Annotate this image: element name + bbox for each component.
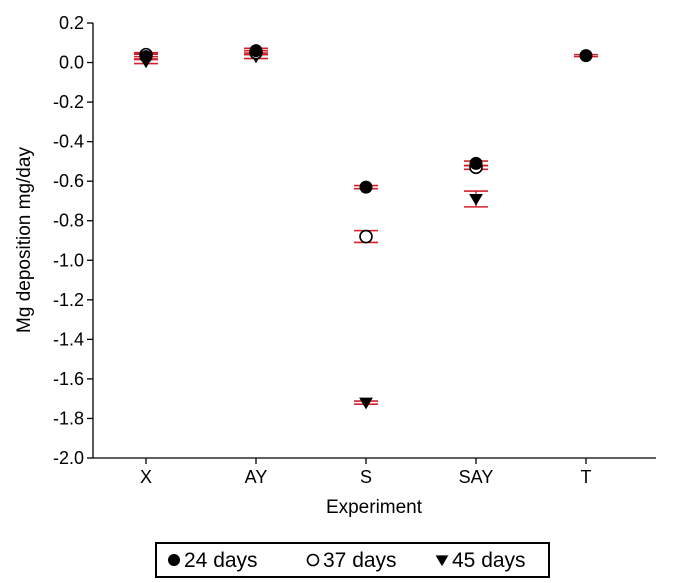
y-tick-label: -1.2: [53, 290, 84, 310]
x-tick-label: X: [140, 467, 152, 487]
y-tick-label: -0.6: [53, 171, 84, 191]
y-tick-label: -1.8: [53, 408, 84, 428]
marker-24-days: [579, 49, 593, 63]
marker-24-days: [249, 44, 263, 58]
marker-45-days: [359, 397, 373, 410]
legend-box: [155, 542, 550, 578]
y-tick-label: -1.0: [53, 250, 84, 270]
y-tick-label: 0.2: [59, 13, 84, 33]
x-ticks: X AY S SAY T: [140, 458, 592, 487]
y-tick-label: 0.0: [59, 53, 84, 73]
y-tick-label: -1.6: [53, 369, 84, 389]
legend-marker-24-days: [168, 554, 180, 566]
legend-marker-45-days: [435, 555, 449, 567]
error-bars: [134, 47, 598, 406]
marker-24-days: [359, 180, 373, 194]
marker-45-days: [469, 193, 483, 206]
y-axis-title: Mg deposition mg/day: [14, 147, 35, 333]
legend: 24 days 37 days 45 days: [155, 542, 550, 578]
x-axis-title: Experiment: [326, 497, 423, 518]
marker-24-days: [139, 50, 153, 64]
legend-label: 37 days: [323, 549, 397, 572]
y-ticks: 0.2 0.0 -0.2 -0.4 -0.6 -0.8 -1.0 -1.2 -1.4 -1.6 -1…: [53, 13, 93, 468]
y-tick-label: -0.8: [53, 211, 84, 231]
x-tick-label: S: [360, 467, 372, 487]
y-tick-label: -2.0: [53, 448, 84, 468]
y-tick-label: -0.2: [53, 92, 84, 112]
x-tick-label: T: [581, 467, 592, 487]
marker-24-days: [469, 156, 483, 170]
legend-marker-37-days: [306, 553, 320, 567]
data-markers: [139, 44, 593, 410]
x-tick-label: SAY: [459, 467, 494, 487]
legend-items: 24 days 37 days 45 days: [168, 549, 526, 572]
y-tick-label: -1.4: [53, 329, 84, 349]
plot-area: 0.2 0.0 -0.2 -0.4 -0.6 -0.8 -1.0 -1.2 -1.4 -1.6 -1…: [53, 13, 656, 487]
marker-37-days: [359, 229, 373, 244]
y-tick-label: -0.4: [53, 132, 84, 152]
x-tick-label: AY: [245, 467, 268, 487]
legend-label: 45 days: [452, 549, 526, 572]
legend-label: 24 days: [184, 549, 258, 572]
